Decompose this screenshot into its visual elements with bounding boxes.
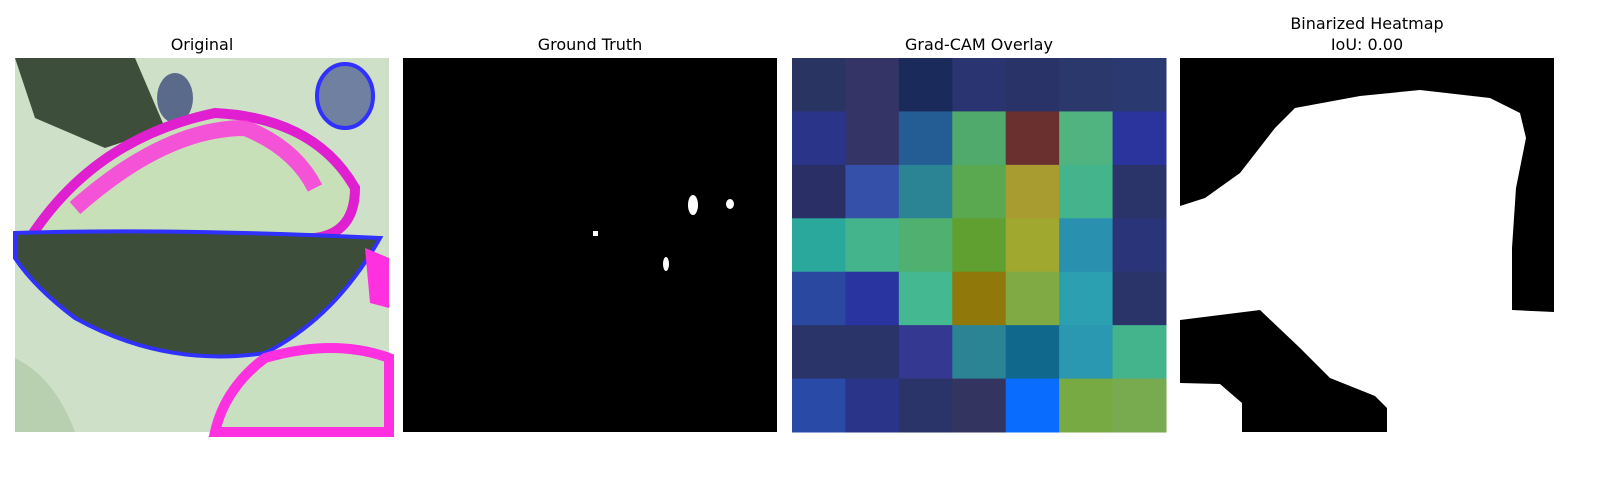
heatmap-cell bbox=[1005, 378, 1060, 433]
heatmap-cell bbox=[1005, 325, 1060, 380]
heatmap-cell bbox=[898, 164, 953, 219]
heatmap-cell bbox=[898, 325, 953, 380]
heatmap-cell bbox=[898, 218, 953, 273]
heatmap-cell bbox=[1059, 111, 1114, 166]
heatmap-cell bbox=[898, 271, 953, 326]
panel-title: IoU: 0.00 bbox=[1331, 35, 1403, 54]
heatmap-cell bbox=[1112, 325, 1167, 380]
heatmap-cell bbox=[1112, 378, 1167, 433]
heatmap-cell bbox=[792, 218, 846, 273]
heatmap-cell bbox=[792, 164, 846, 219]
heatmap-cell bbox=[898, 378, 953, 433]
heatmap-cell bbox=[952, 271, 1007, 326]
heatmap-cell bbox=[898, 58, 953, 112]
heatmap-cell bbox=[952, 378, 1007, 433]
heatmap-cell bbox=[845, 111, 900, 166]
heatmap-cell bbox=[792, 111, 846, 166]
heatmap-cell bbox=[1112, 164, 1167, 219]
heatmap-cell bbox=[845, 58, 900, 112]
heatmap-cell bbox=[1005, 271, 1060, 326]
heatmap-cell bbox=[1059, 58, 1114, 112]
heatmap-cell bbox=[792, 58, 846, 112]
heatmap-cell bbox=[1005, 58, 1060, 112]
heatmap-cell bbox=[845, 378, 900, 433]
heatmap-cell bbox=[1059, 378, 1114, 433]
panel-title: Ground Truth bbox=[538, 35, 643, 54]
heatmap-cell bbox=[952, 58, 1007, 112]
heatmap-cell bbox=[952, 218, 1007, 273]
heatmap-cell bbox=[792, 271, 846, 326]
heatmap-cell bbox=[952, 325, 1007, 380]
gradcam-heatmap bbox=[792, 58, 1167, 433]
heatmap-cell bbox=[792, 325, 846, 380]
heatmap-cell bbox=[1059, 218, 1114, 273]
heatmap-cell bbox=[1059, 164, 1114, 219]
heatmap-cell bbox=[952, 111, 1007, 166]
heatmap-cell bbox=[952, 164, 1007, 219]
heatmap-cell bbox=[1112, 271, 1167, 326]
heatmap-cell bbox=[1112, 218, 1167, 273]
ground-truth-mask bbox=[403, 58, 777, 432]
heatmap-cell bbox=[1059, 271, 1114, 326]
panel-title: Binarized Heatmap bbox=[1290, 14, 1443, 33]
heatmap-cell bbox=[1059, 325, 1114, 380]
heatmap-cell bbox=[792, 378, 846, 433]
heatmap-cell bbox=[845, 164, 900, 219]
heatmap-cell bbox=[1005, 164, 1060, 219]
heatmap-cell bbox=[1112, 58, 1167, 112]
binarized-heatmap bbox=[1180, 58, 1554, 432]
heatmap-cell bbox=[898, 111, 953, 166]
panel-title: Grad-CAM Overlay bbox=[905, 35, 1053, 54]
heatmap-cell bbox=[1005, 218, 1060, 273]
original-image bbox=[13, 58, 394, 437]
heatmap-cell bbox=[845, 325, 900, 380]
panel-title: Original bbox=[171, 35, 234, 54]
heatmap-cell bbox=[1005, 111, 1060, 166]
heatmap-cell bbox=[1112, 111, 1167, 166]
heatmap-cell bbox=[845, 271, 900, 326]
heatmap-cell bbox=[845, 218, 900, 273]
